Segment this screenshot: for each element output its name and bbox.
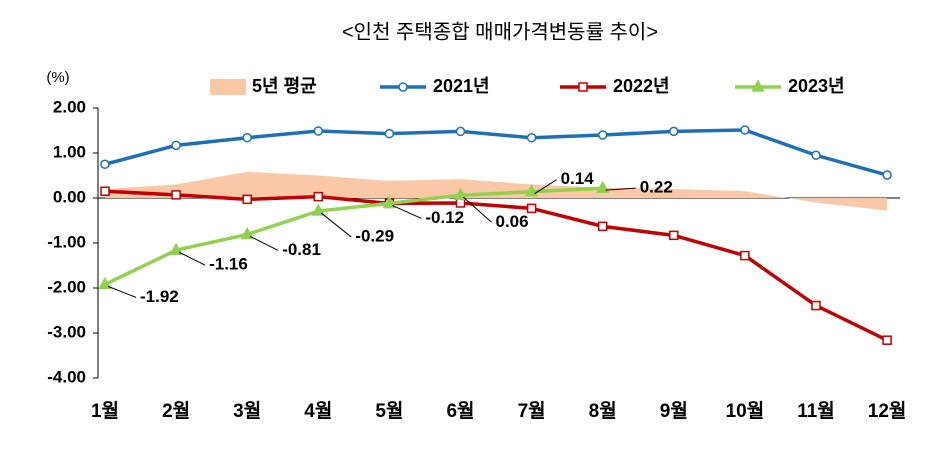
legend-swatch (210, 79, 246, 95)
point (455, 198, 466, 208)
y-axis-label: (%) (46, 69, 69, 86)
data-label: 0.06 (496, 212, 529, 231)
x-tick-label: 8월 (589, 400, 617, 422)
y-tick-label: -3.00 (47, 322, 86, 341)
point (171, 140, 181, 151)
legend-marker (578, 82, 588, 92)
leader-line (605, 187, 636, 191)
y-tick-label: -2.00 (47, 277, 86, 296)
leader-line (463, 196, 492, 223)
y-tick-label: 0.00 (53, 187, 86, 206)
x-tick-label: 7월 (518, 400, 546, 422)
x-tick-label: 4월 (304, 400, 332, 422)
point (455, 126, 466, 137)
point (313, 126, 324, 136)
point (242, 132, 252, 143)
data-label: -0.12 (425, 208, 464, 227)
point (882, 335, 892, 345)
point (242, 194, 252, 205)
data-label: -1.16 (209, 255, 248, 274)
chart-title: <인천 주택종합 매매가격변동률 추이> (342, 20, 658, 43)
x-tick-label: 6월 (446, 400, 474, 422)
y-tick-label: -4.00 (47, 367, 86, 386)
point (171, 190, 181, 200)
y-tick-label: 1.00 (53, 142, 86, 161)
point (882, 170, 892, 180)
leader-line (534, 179, 557, 195)
point (524, 184, 539, 197)
point (313, 191, 324, 202)
legend-marker (751, 79, 765, 92)
line (104, 186, 603, 286)
x-tick-label: 5월 (375, 400, 403, 422)
point (597, 221, 608, 232)
leader-line (320, 212, 352, 238)
point (526, 203, 537, 214)
point (669, 230, 679, 241)
x-tick-label: 3월 (233, 400, 261, 422)
point (811, 150, 821, 160)
x-tick-label: 1월 (91, 400, 119, 422)
leader-line (178, 251, 206, 266)
point (384, 128, 395, 139)
point (595, 180, 610, 193)
point (669, 126, 679, 137)
data-label: -0.29 (355, 227, 394, 246)
legend-label: 5년 평균 (252, 76, 317, 96)
point (169, 242, 183, 255)
point (100, 159, 110, 169)
data-label: -1.92 (140, 287, 179, 306)
x-tick-label: 10월 (726, 400, 765, 422)
point (382, 195, 397, 209)
x-tick-label: 11월 (797, 400, 835, 422)
line (104, 189, 888, 342)
legend-label: 2022년 (613, 76, 670, 96)
point (597, 130, 608, 140)
area (105, 171, 888, 211)
x-tick-label: 2월 (162, 400, 190, 422)
point (240, 226, 254, 240)
point (740, 125, 750, 135)
point (453, 187, 468, 201)
leader-line (249, 236, 279, 251)
line (104, 128, 888, 177)
point (740, 250, 750, 261)
leader-line (107, 285, 137, 298)
leader-line (392, 204, 422, 219)
point (100, 186, 110, 196)
y-tick-label: -1.00 (47, 232, 86, 251)
point (98, 276, 112, 290)
y-tick-label: 2.00 (53, 97, 86, 116)
legend-marker (398, 82, 408, 92)
data-label: -0.81 (282, 240, 321, 259)
x-tick-label: 12월 (868, 400, 907, 422)
point (811, 300, 821, 311)
data-label: 0.22 (640, 178, 673, 197)
legend-label: 2023년 (788, 76, 845, 96)
point (526, 132, 537, 143)
data-label: 0.14 (561, 169, 595, 188)
x-tick-label: 9월 (660, 400, 688, 422)
legend-label: 2021년 (433, 76, 490, 96)
point (311, 203, 326, 216)
